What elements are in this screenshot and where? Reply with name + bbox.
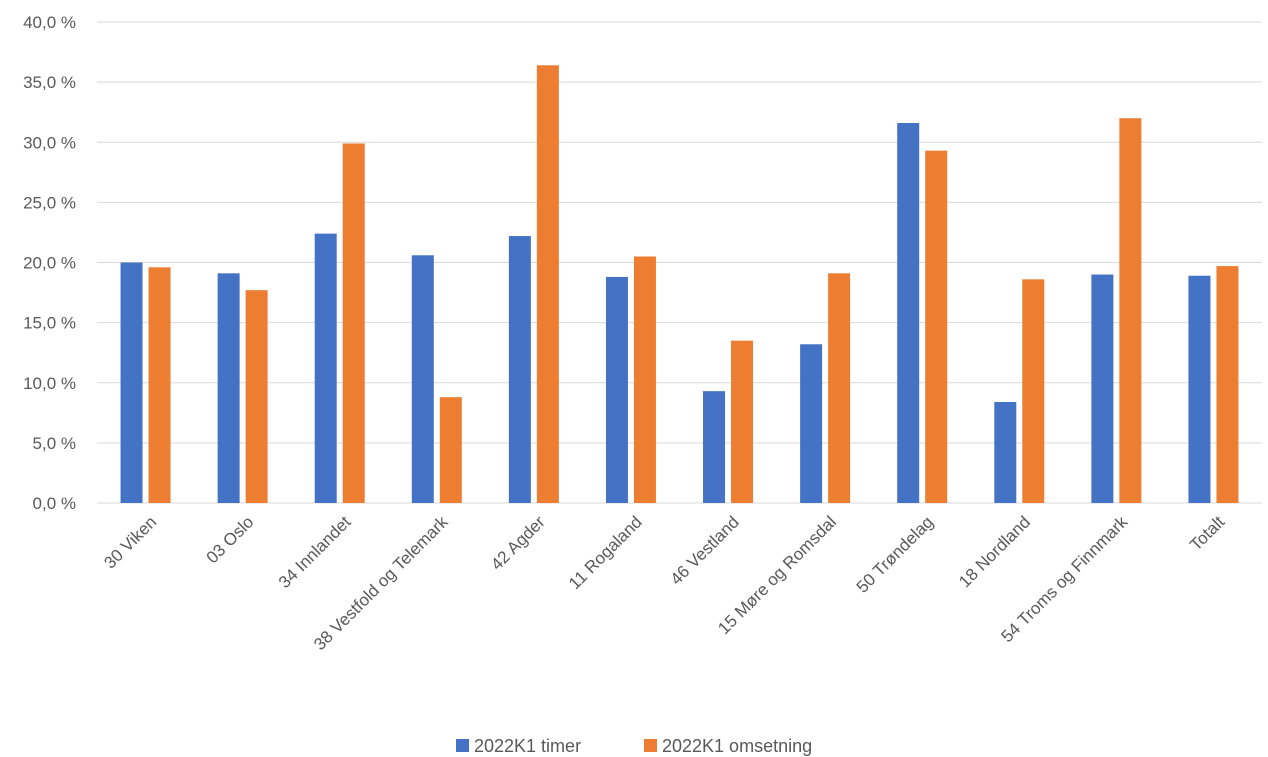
x-category-label: 30 Viken [100,512,160,572]
bar-omsetning [148,267,171,503]
bar-omsetning [1119,118,1142,503]
gridlines [97,21,1262,504]
bar-omsetning [245,290,268,503]
y-tick-label: 10,0 % [23,374,76,393]
x-category-label: 18 Nordland [955,512,1034,591]
x-category-label: 11 Rogaland [565,512,646,593]
legend-swatch-timer [456,739,469,752]
y-tick-label: 40,0 % [23,13,76,32]
y-axis-tick-labels: 0,0 % 5,0 % 10,0 % 15,0 % 20,0 % 25,0 % 30,0 %… [23,13,76,513]
bar-omsetning [1216,266,1239,503]
bar-timer [994,401,1017,503]
y-tick-label: 15,0 % [23,314,76,333]
bar-timer [1091,274,1114,503]
bar-timer [703,391,726,503]
bar-omsetning [1022,279,1045,503]
x-category-label: 50 Trøndelag [853,512,937,596]
legend-swatch-omsetning [644,739,657,752]
bar-omsetning [342,143,365,503]
x-category-label: Totalt [1186,512,1228,554]
bar-omsetning [731,340,754,503]
bars [120,65,1239,504]
bar-timer [217,273,240,503]
y-tick-label: 30,0 % [23,133,76,152]
x-category-label: 34 Innlandet [275,512,355,592]
y-tick-label: 5,0 % [33,434,76,453]
legend: 2022K1 timer 2022K1 omsetning [456,736,812,756]
bar-timer [314,233,337,503]
bar-omsetning [828,273,851,503]
bar-timer [120,262,143,503]
bar-timer [800,344,823,503]
bar-omsetning [536,65,559,503]
x-category-label: 03 Oslo [203,512,258,567]
y-tick-label: 25,0 % [23,193,76,212]
bar-timer [1188,275,1211,503]
bar-timer [508,236,531,504]
y-tick-label: 35,0 % [23,73,76,92]
y-tick-label: 20,0 % [23,254,76,273]
bar-timer [605,276,628,503]
bar-timer [897,123,920,503]
bar-omsetning [925,150,948,504]
x-category-label: 42 Agder [487,512,549,574]
x-category-label: 46 Vestland [667,512,743,588]
bar-omsetning [633,256,656,503]
bar-omsetning [439,397,462,503]
bar-timer [411,255,434,503]
legend-label-omsetning: 2022K1 omsetning [662,736,812,756]
y-tick-label: 0,0 % [33,494,76,513]
legend-label-timer: 2022K1 timer [474,736,581,756]
